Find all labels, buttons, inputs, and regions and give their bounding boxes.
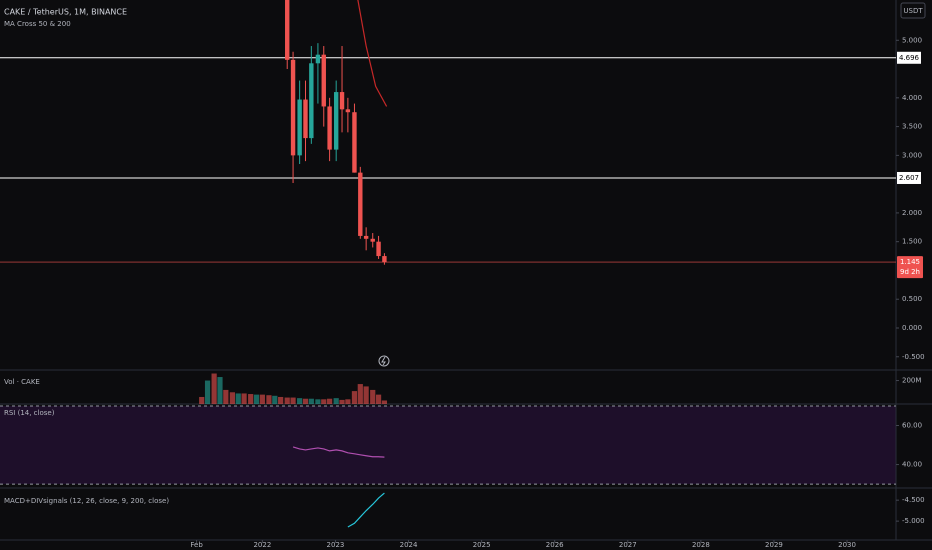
- volume-bar: [333, 398, 339, 404]
- x-tick-label: 2023: [327, 541, 345, 549]
- last-price-box: [897, 256, 923, 279]
- volume-bar: [302, 398, 309, 404]
- y-tick-label: 0.000: [902, 324, 922, 332]
- volume-bar: [315, 399, 321, 404]
- x-tick-label: 2022: [253, 541, 271, 549]
- indicator-title: MA Cross 50 & 200: [4, 20, 71, 28]
- candle-body: [309, 63, 314, 139]
- volume-bar: [259, 394, 265, 404]
- volume-bar: [375, 394, 382, 404]
- volume-title: Vol · CAKE: [4, 378, 40, 386]
- y-tick-label: 5.000: [902, 36, 922, 44]
- volume-bar: [248, 394, 254, 404]
- currency-label: USDT: [903, 7, 923, 15]
- rsi-background: [0, 406, 896, 484]
- y-tick-label: 1.500: [902, 238, 922, 246]
- x-tick-label: 2024: [400, 541, 418, 549]
- level-label: 2.607: [899, 174, 919, 182]
- x-tick-label: Feb: [190, 541, 203, 549]
- volume-bar: [235, 393, 241, 404]
- candle-body: [303, 99, 308, 139]
- rsi-title: RSI (14, close): [4, 409, 55, 417]
- volume-bar: [272, 395, 278, 404]
- macd-title: MACD+DIVsignals (12, 26, close, 9, 200, …: [4, 497, 169, 505]
- level-label-box: [897, 51, 921, 64]
- x-tick-label: 2026: [546, 541, 564, 549]
- candle-body: [297, 99, 302, 156]
- volume-bar: [266, 395, 272, 404]
- y-tick-label: -0.500: [902, 353, 925, 361]
- candle-body: [376, 241, 381, 257]
- volume-bar: [357, 384, 363, 404]
- volume-bar: [253, 394, 260, 404]
- candle-body: [370, 238, 375, 242]
- volume-bar: [229, 392, 236, 404]
- level-label: 4.696: [899, 54, 920, 62]
- y-tick-label: 3.500: [902, 123, 922, 131]
- price-pane: [0, 0, 896, 265]
- y-tick-label: 40.00: [902, 461, 922, 469]
- ma-line: [357, 0, 388, 107]
- volume-bar: [308, 398, 314, 404]
- candle-body: [290, 59, 296, 156]
- volume-bar: [351, 391, 358, 404]
- candle-body: [358, 172, 363, 236]
- level-label-box: [897, 171, 921, 184]
- volume-bar: [297, 398, 303, 404]
- volume-bar: [381, 400, 388, 404]
- x-tick-label: 2029: [765, 541, 783, 549]
- x-tick-label: 2025: [473, 541, 491, 549]
- lightning-bolt: [381, 356, 386, 366]
- y-tick-label: 2.000: [902, 209, 922, 217]
- symbol-title: CAKE / TetherUS, 1M, BINANCE: [4, 8, 127, 17]
- candle-body: [352, 112, 357, 173]
- candle-body: [382, 256, 387, 263]
- y-tick-label: 60.00: [902, 421, 922, 429]
- candle-body: [285, 0, 290, 60]
- lightning-icon[interactable]: [378, 355, 390, 367]
- volume-bar: [199, 396, 205, 404]
- candle-body: [339, 92, 345, 110]
- volume-bar: [290, 397, 296, 404]
- rsi-line: [292, 446, 385, 458]
- volume-bar: [211, 373, 217, 404]
- y-tick-label: 3.000: [902, 151, 922, 159]
- volume-bar: [278, 396, 284, 404]
- currency-button[interactable]: [900, 2, 926, 19]
- y-tick-label: -5.000: [902, 517, 925, 525]
- candle-body: [363, 235, 369, 239]
- volume-bar: [241, 393, 247, 404]
- volume-bar: [321, 399, 327, 404]
- macd-line: [347, 492, 385, 528]
- countdown-label: 9d 2h: [900, 268, 920, 276]
- volume-bar: [339, 399, 345, 404]
- volume-bar: [345, 399, 351, 404]
- y-tick-label: 0.500: [902, 295, 922, 303]
- candle-body: [345, 109, 351, 113]
- volume-bar: [284, 397, 290, 404]
- candle-body: [327, 106, 332, 150]
- x-tick-label: 2027: [619, 541, 637, 549]
- y-tick-label: -4.500: [902, 496, 925, 504]
- volume-bar: [223, 389, 229, 404]
- candle-body: [321, 54, 326, 107]
- candle-body: [315, 54, 321, 64]
- volume-bar: [327, 398, 333, 404]
- y-tick-label: 200M: [902, 377, 921, 385]
- volume-bar: [204, 380, 211, 404]
- volume-bar: [363, 386, 369, 404]
- volume-bar: [217, 377, 223, 404]
- last-price-label: 1.145: [900, 258, 920, 266]
- volume-bar: [370, 389, 376, 404]
- y-tick-label: 4.000: [902, 94, 922, 102]
- x-tick-label: 2028: [692, 541, 710, 549]
- candle-body: [333, 92, 339, 150]
- x-tick-label: 2030: [838, 541, 856, 549]
